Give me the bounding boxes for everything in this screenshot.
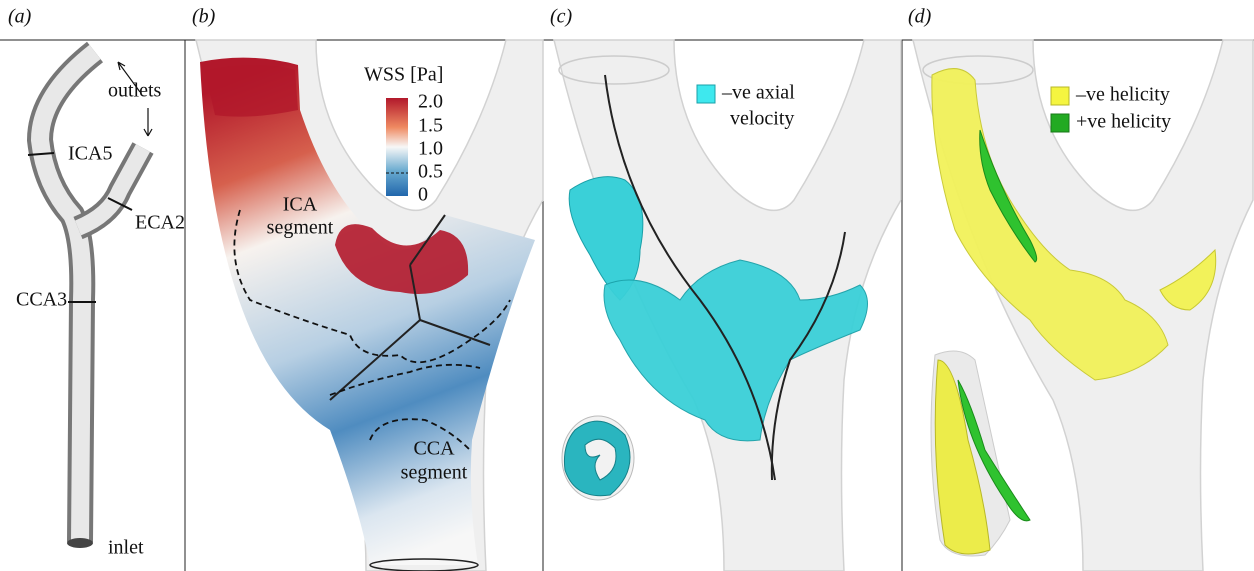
helicity-isosurface <box>930 68 1217 557</box>
legend-label: +ve helicity <box>1076 111 1171 133</box>
panel-label: (d) <box>908 6 932 28</box>
annotation: CCA <box>413 438 455 460</box>
panel-label: (b) <box>192 6 216 28</box>
annotation: inlet <box>108 537 144 559</box>
legend-swatch <box>696 84 716 104</box>
legend-label: –ve axial <box>721 82 795 104</box>
legend-label: velocity <box>730 108 794 130</box>
colorbar <box>386 98 408 196</box>
annotation: segment <box>401 462 468 484</box>
panel-label: (a) <box>8 6 32 28</box>
colorbar-tick: 1.5 <box>418 115 443 137</box>
colorbar-tick: 0.5 <box>418 161 443 183</box>
colorbar-title: WSS [Pa] <box>364 64 443 86</box>
legend-swatch <box>1050 86 1070 106</box>
annotation: segment <box>267 217 334 239</box>
panel-label: (c) <box>550 6 573 28</box>
annotation: ICA5 <box>68 143 112 165</box>
colorbar-tick: 2.0 <box>418 91 443 113</box>
colorbar-tick: 1.0 <box>418 138 443 160</box>
carotid-geometry <box>26 41 154 548</box>
legend-swatch <box>1050 113 1070 133</box>
wss-map <box>200 57 535 571</box>
axial-velocity-isosurface <box>561 74 868 501</box>
legend-label: –ve helicity <box>1075 84 1170 106</box>
annotation: outlets <box>108 80 162 102</box>
colorbar-tick: 0 <box>418 184 428 206</box>
annotation: CCA3 <box>16 289 67 311</box>
annotation: ECA2 <box>135 212 185 234</box>
annotation: ICA <box>283 194 318 216</box>
